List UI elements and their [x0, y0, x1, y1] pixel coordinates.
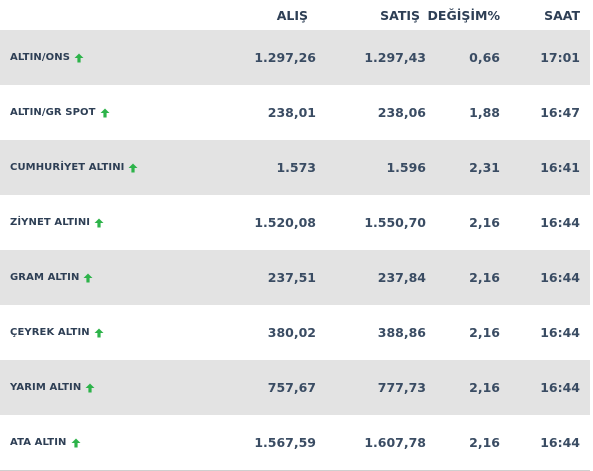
- arrow-up-icon: [100, 108, 110, 118]
- header-alis[interactable]: ALIŞ: [276, 7, 308, 23]
- satis-value: 777,73: [377, 380, 426, 395]
- arrow-up-icon: [128, 163, 138, 173]
- table-row[interactable]: YARIM ALTIN 757,67 777,73 2,16 16:44: [0, 360, 590, 415]
- degisim-value: 2,16: [469, 325, 500, 340]
- degisim-value: 2,16: [469, 380, 500, 395]
- alis-value: 237,51: [267, 270, 316, 285]
- saat-value: 16:41: [540, 160, 580, 175]
- arrow-up-icon: [71, 438, 81, 448]
- degisim-value: 2,31: [469, 160, 500, 175]
- saat-value: 16:44: [540, 380, 580, 395]
- instrument-name[interactable]: ATA ALTIN: [10, 437, 67, 448]
- instrument-name[interactable]: ALTIN/ONS: [10, 52, 70, 63]
- table-row[interactable]: GRAM ALTIN 237,51 237,84 2,16 16:44: [0, 250, 590, 305]
- satis-value: 388,86: [377, 325, 426, 340]
- row-name-cell[interactable]: ALTIN/GR SPOT: [0, 107, 210, 118]
- table-row[interactable]: ATA ALTIN 1.567,59 1.607,78 2,16 16:44: [0, 415, 590, 470]
- instrument-name[interactable]: ÇEYREK ALTIN: [10, 327, 90, 338]
- row-name-cell[interactable]: ATA ALTIN: [0, 437, 210, 448]
- degisim-value: 2,16: [469, 215, 500, 230]
- saat-value: 16:47: [540, 105, 580, 120]
- instrument-name[interactable]: ALTIN/GR SPOT: [10, 107, 96, 118]
- saat-value: 16:44: [540, 325, 580, 340]
- alis-value: 1.297,26: [254, 50, 316, 65]
- row-name-cell[interactable]: ÇEYREK ALTIN: [0, 327, 210, 338]
- row-name-cell[interactable]: GRAM ALTIN: [0, 272, 210, 283]
- table-row[interactable]: ALTIN/GR SPOT 238,01 238,06 1,88 16:47: [0, 85, 590, 140]
- arrow-up-icon: [85, 383, 95, 393]
- instrument-name[interactable]: ZİYNET ALTINI: [10, 217, 91, 228]
- degisim-value: 2,16: [469, 270, 500, 285]
- row-name-cell[interactable]: CUMHURİYET ALTINI: [0, 162, 210, 173]
- header-degisim[interactable]: DEĞİŞİM%: [427, 7, 500, 23]
- alis-value: 238,01: [267, 105, 316, 120]
- satis-value: 1.596: [386, 160, 426, 175]
- arrow-up-icon: [74, 53, 84, 63]
- satis-value: 1.607,78: [364, 435, 426, 450]
- alis-value: 1.567,59: [254, 435, 316, 450]
- instrument-name[interactable]: YARIM ALTIN: [10, 382, 82, 393]
- saat-value: 16:44: [540, 270, 580, 285]
- saat-value: 16:44: [540, 215, 580, 230]
- alis-value: 380,02: [267, 325, 316, 340]
- header-satis[interactable]: SATIŞ: [380, 7, 420, 23]
- alis-value: 757,67: [267, 380, 316, 395]
- table-header: ALIŞ SATIŞ DEĞİŞİM% SAAT: [0, 0, 590, 30]
- saat-value: 16:44: [540, 435, 580, 450]
- row-name-cell[interactable]: ZİYNET ALTINI: [0, 217, 210, 228]
- arrow-up-icon: [94, 328, 104, 338]
- table-row[interactable]: ZİYNET ALTINI 1.520,08 1.550,70 2,16 16:…: [0, 195, 590, 250]
- arrow-up-icon: [83, 273, 93, 283]
- degisim-value: 0,66: [469, 50, 500, 65]
- instrument-name[interactable]: GRAM ALTIN: [10, 272, 80, 283]
- row-name-cell[interactable]: ALTIN/ONS: [0, 52, 210, 63]
- degisim-value: 1,88: [469, 105, 500, 120]
- table-row[interactable]: CUMHURİYET ALTINI 1.573 1.596 2,31 16:41: [0, 140, 590, 195]
- satis-value: 238,06: [377, 105, 426, 120]
- arrow-up-icon: [94, 218, 104, 228]
- satis-value: 237,84: [377, 270, 426, 285]
- satis-value: 1.550,70: [364, 215, 426, 230]
- table-row[interactable]: ÇEYREK ALTIN 380,02 388,86 2,16 16:44: [0, 305, 590, 360]
- table-row[interactable]: ALTIN/ONS 1.297,26 1.297,43 0,66 17:01: [0, 30, 590, 85]
- instrument-name[interactable]: CUMHURİYET ALTINI: [10, 162, 125, 173]
- degisim-value: 2,16: [469, 435, 500, 450]
- row-name-cell[interactable]: YARIM ALTIN: [0, 382, 210, 393]
- satis-value: 1.297,43: [364, 50, 426, 65]
- alis-value: 1.520,08: [254, 215, 316, 230]
- alis-value: 1.573: [276, 160, 316, 175]
- header-saat[interactable]: SAAT: [544, 7, 580, 23]
- saat-value: 17:01: [540, 50, 580, 65]
